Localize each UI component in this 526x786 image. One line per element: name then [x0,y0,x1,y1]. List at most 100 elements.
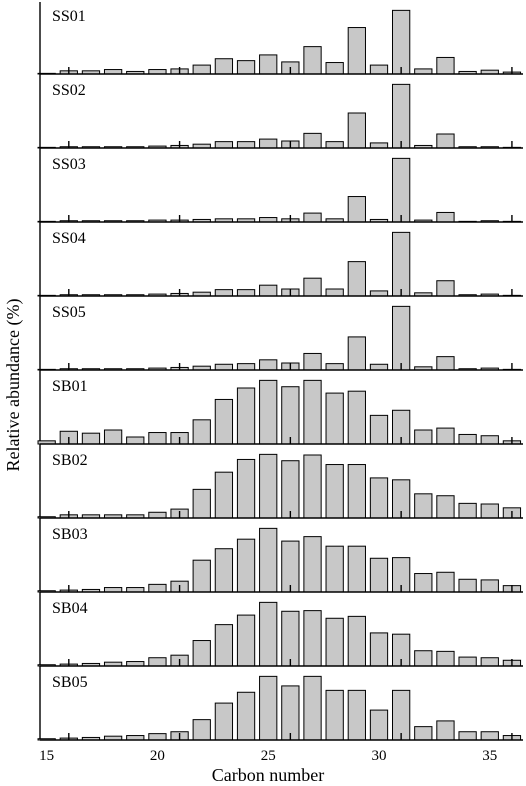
bar [259,284,278,297]
bar [436,280,455,297]
bar [259,138,278,149]
bar [436,133,455,149]
bar [369,290,389,297]
bar [436,56,455,75]
bar [303,454,322,519]
bar [214,141,234,149]
bar [148,432,167,445]
bar [214,548,234,593]
bar [192,559,211,593]
panel-sb03: SB03 [37,526,523,593]
bar [369,363,389,371]
panel-sb05: SB05 [37,674,523,741]
bar [325,288,344,297]
bar [259,601,278,667]
bar [436,720,455,741]
bar [458,578,477,593]
panel-label: SB02 [52,452,88,469]
bar [81,432,101,445]
bar [192,719,211,741]
bar [281,460,300,519]
bar [436,650,455,667]
bar [214,58,234,75]
bar [281,610,300,667]
bar [214,471,234,519]
bar [214,398,234,445]
panel-label: SS02 [52,82,86,99]
bar [303,277,322,297]
panel-label: SS01 [52,8,86,25]
bar [303,46,322,75]
bar [148,583,167,593]
bar [436,495,455,519]
bar [303,132,322,149]
bar [126,436,145,445]
panel-label: SS05 [52,304,86,321]
panel-label: SB03 [52,526,88,543]
bar [325,141,344,149]
bar [192,640,211,667]
bar [192,488,211,519]
bar [236,363,256,371]
bar [347,336,366,371]
panel-ss05: SS05 [37,304,523,371]
bar [347,112,366,149]
bar [392,157,411,223]
x-tick-label: 25 [261,748,276,764]
bar [392,689,411,741]
bar [458,656,477,667]
bar [236,691,256,741]
bar [303,536,322,593]
bar [303,675,322,741]
bar [458,433,477,445]
bar [303,379,322,445]
bar [325,545,344,593]
bar [192,419,211,445]
panel-label: SB05 [52,674,88,691]
bar [236,538,256,593]
panel-sb04: SB04 [37,600,523,667]
bar [325,62,344,75]
bar [480,435,499,445]
bar [325,363,344,371]
panel-label: SS03 [52,156,86,173]
panel-label: SB04 [52,600,88,617]
y-axis-title: Relative abundance (%) [3,299,24,472]
bar [192,64,211,75]
bar [392,9,411,75]
bar [236,458,256,519]
x-tick-label: 35 [482,748,497,764]
bar [414,726,433,741]
panel-ss04: SS04 [37,230,523,297]
panel-ss01: SS01 [37,8,523,75]
bar [303,212,322,223]
bar [369,142,389,149]
bar [458,731,477,741]
bar [325,617,344,667]
bar [436,356,455,371]
bar [259,379,278,445]
bar [103,429,123,445]
bar [414,493,433,519]
bar [325,392,344,445]
x-axis-title: Carbon number [212,765,324,785]
panel-sb02: SB02 [37,452,523,519]
bar [303,610,322,667]
bar [214,702,234,741]
bar [347,390,366,445]
panel-sb01: SB01 [37,378,523,445]
bar [148,657,167,667]
bar [480,731,499,741]
bar [436,211,455,223]
bar [347,615,366,667]
x-axis: 15 20 25 30 35 [39,748,497,764]
bar [236,60,256,75]
bar [281,540,300,593]
bar [392,231,411,297]
bar [259,453,278,519]
bar [236,387,256,445]
x-tick-label: 30 [371,748,386,764]
bar [369,414,389,445]
bar [325,464,344,519]
